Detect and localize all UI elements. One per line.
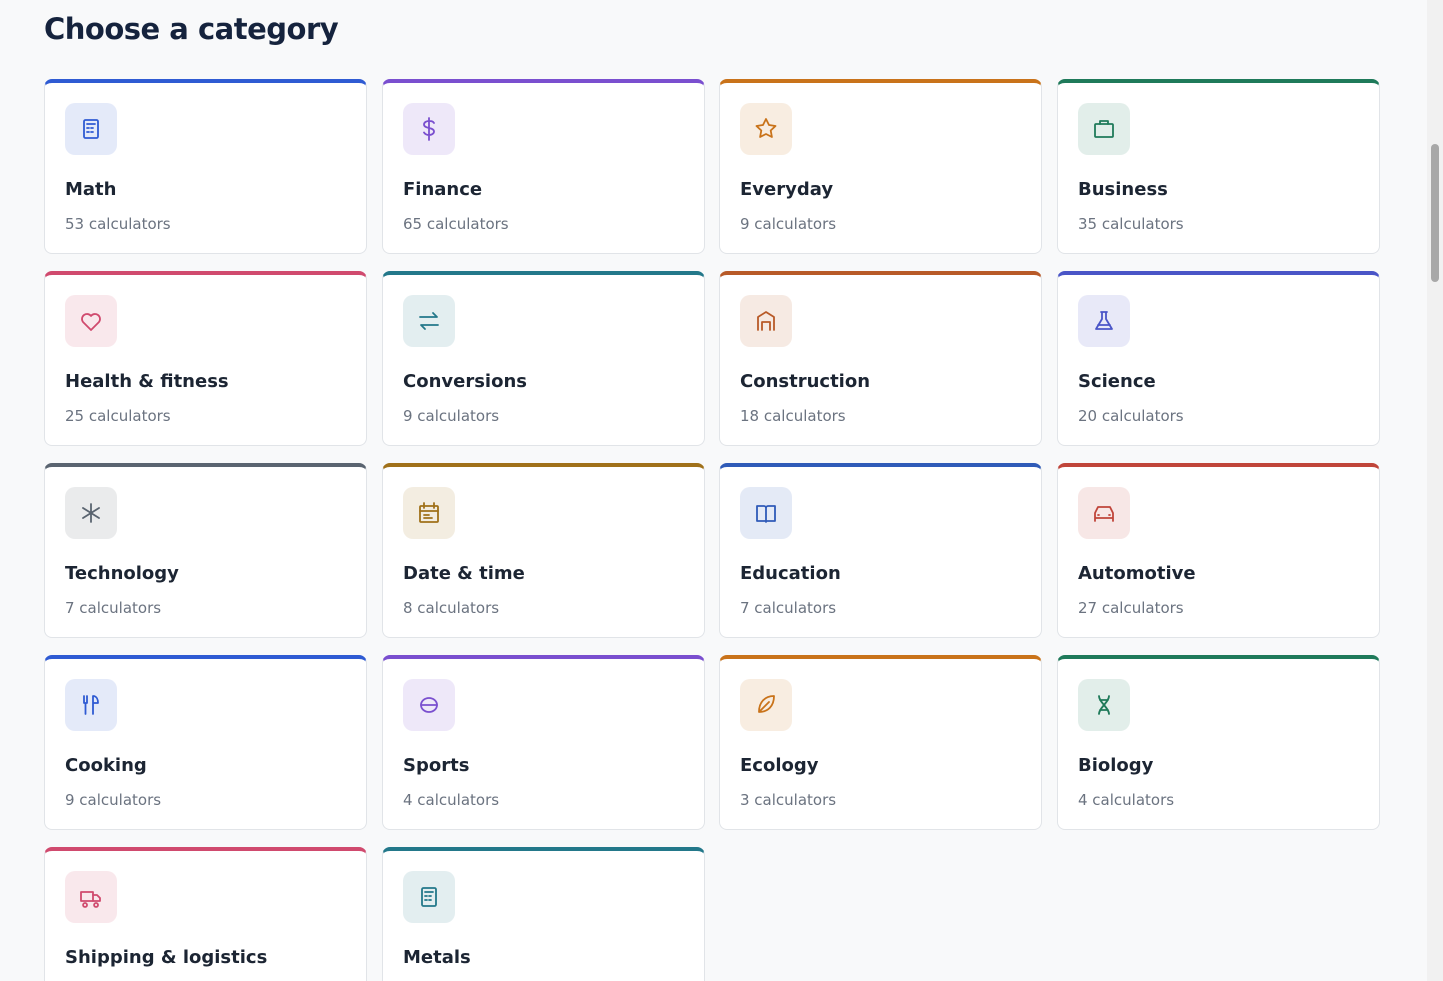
category-icon bbox=[1078, 487, 1130, 539]
category-card[interactable]: Technology 7 calculators bbox=[44, 463, 367, 638]
category-count: 8 calculators bbox=[403, 599, 500, 617]
category-card[interactable]: Construction 18 calculators bbox=[719, 271, 1042, 446]
category-card[interactable]: Cooking 9 calculators bbox=[44, 655, 367, 830]
icon-glyph bbox=[65, 679, 117, 731]
category-count: 9 calculators bbox=[65, 791, 162, 809]
icon-glyph bbox=[403, 679, 455, 731]
icon-glyph bbox=[1078, 487, 1130, 539]
category-card[interactable]: Education 7 calculators bbox=[719, 463, 1042, 638]
category-card[interactable]: Metals bbox=[382, 847, 705, 981]
icon-glyph bbox=[740, 679, 792, 731]
category-count: 9 calculators bbox=[403, 407, 500, 425]
icon-glyph bbox=[65, 871, 117, 923]
category-card[interactable]: Biology 4 calculators bbox=[1057, 655, 1380, 830]
icon-glyph bbox=[740, 103, 792, 155]
category-icon bbox=[65, 487, 117, 539]
category-name: Shipping & logistics bbox=[65, 947, 268, 968]
category-name: Business bbox=[1078, 179, 1168, 200]
icon-glyph bbox=[1078, 679, 1130, 731]
category-card[interactable]: Health & fitness 25 calculators bbox=[44, 271, 367, 446]
category-name: Ecology bbox=[740, 755, 819, 776]
category-icon bbox=[1078, 679, 1130, 731]
category-count: 20 calculators bbox=[1078, 407, 1184, 425]
icon-glyph bbox=[740, 295, 792, 347]
category-icon bbox=[403, 103, 455, 155]
category-icon bbox=[740, 103, 792, 155]
category-icon bbox=[65, 679, 117, 731]
category-icon bbox=[1078, 103, 1130, 155]
category-name: Technology bbox=[65, 563, 179, 584]
category-icon bbox=[740, 295, 792, 347]
category-name: Construction bbox=[740, 371, 871, 392]
category-count: 27 calculators bbox=[1078, 599, 1184, 617]
category-icon bbox=[65, 871, 117, 923]
category-name: Everyday bbox=[740, 179, 834, 200]
category-card[interactable]: Finance 65 calculators bbox=[382, 79, 705, 254]
page-title: Choose a category bbox=[44, 12, 339, 46]
icon-glyph bbox=[65, 103, 117, 155]
icon-glyph bbox=[65, 295, 117, 347]
category-count: 65 calculators bbox=[403, 215, 509, 233]
category-icon bbox=[403, 295, 455, 347]
icon-glyph bbox=[65, 487, 117, 539]
category-count: 18 calculators bbox=[740, 407, 846, 425]
category-card[interactable]: Business 35 calculators bbox=[1057, 79, 1380, 254]
category-name: Metals bbox=[403, 947, 471, 968]
category-icon bbox=[403, 487, 455, 539]
category-icon bbox=[1078, 295, 1130, 347]
category-count: 53 calculators bbox=[65, 215, 171, 233]
category-name: Math bbox=[65, 179, 117, 200]
category-card[interactable]: Math 53 calculators bbox=[44, 79, 367, 254]
category-count: 35 calculators bbox=[1078, 215, 1184, 233]
category-name: Date & time bbox=[403, 563, 525, 584]
category-card[interactable]: Automotive 27 calculators bbox=[1057, 463, 1380, 638]
category-count: 4 calculators bbox=[403, 791, 500, 809]
scrollbar[interactable] bbox=[1427, 0, 1443, 981]
category-card[interactable]: Everyday 9 calculators bbox=[719, 79, 1042, 254]
category-count: 25 calculators bbox=[65, 407, 171, 425]
icon-glyph bbox=[1078, 295, 1130, 347]
icon-glyph bbox=[403, 103, 455, 155]
category-name: Conversions bbox=[403, 371, 527, 392]
category-icon bbox=[740, 679, 792, 731]
category-name: Cooking bbox=[65, 755, 147, 776]
category-count: 4 calculators bbox=[1078, 791, 1175, 809]
category-card[interactable]: Shipping & logistics bbox=[44, 847, 367, 981]
category-icon bbox=[740, 487, 792, 539]
category-card[interactable]: Date & time 8 calculators bbox=[382, 463, 705, 638]
category-card[interactable]: Ecology 3 calculators bbox=[719, 655, 1042, 830]
category-name: Sports bbox=[403, 755, 470, 776]
category-name: Automotive bbox=[1078, 563, 1196, 584]
icon-glyph bbox=[403, 871, 455, 923]
category-icon bbox=[403, 679, 455, 731]
category-name: Education bbox=[740, 563, 841, 584]
icon-glyph bbox=[403, 487, 455, 539]
icon-glyph bbox=[1078, 103, 1130, 155]
category-count: 7 calculators bbox=[740, 599, 837, 617]
category-count: 3 calculators bbox=[740, 791, 837, 809]
category-icon bbox=[65, 103, 117, 155]
category-icon bbox=[65, 295, 117, 347]
category-name: Science bbox=[1078, 371, 1156, 392]
category-card[interactable]: Sports 4 calculators bbox=[382, 655, 705, 830]
category-name: Finance bbox=[403, 179, 483, 200]
icon-glyph bbox=[740, 487, 792, 539]
category-count: 7 calculators bbox=[65, 599, 162, 617]
scrollbar-thumb[interactable] bbox=[1431, 144, 1439, 282]
category-name: Biology bbox=[1078, 755, 1154, 776]
category-card[interactable]: Conversions 9 calculators bbox=[382, 271, 705, 446]
category-card[interactable]: Science 20 calculators bbox=[1057, 271, 1380, 446]
category-name: Health & fitness bbox=[65, 371, 229, 392]
icon-glyph bbox=[403, 295, 455, 347]
category-icon bbox=[403, 871, 455, 923]
category-count: 9 calculators bbox=[740, 215, 837, 233]
